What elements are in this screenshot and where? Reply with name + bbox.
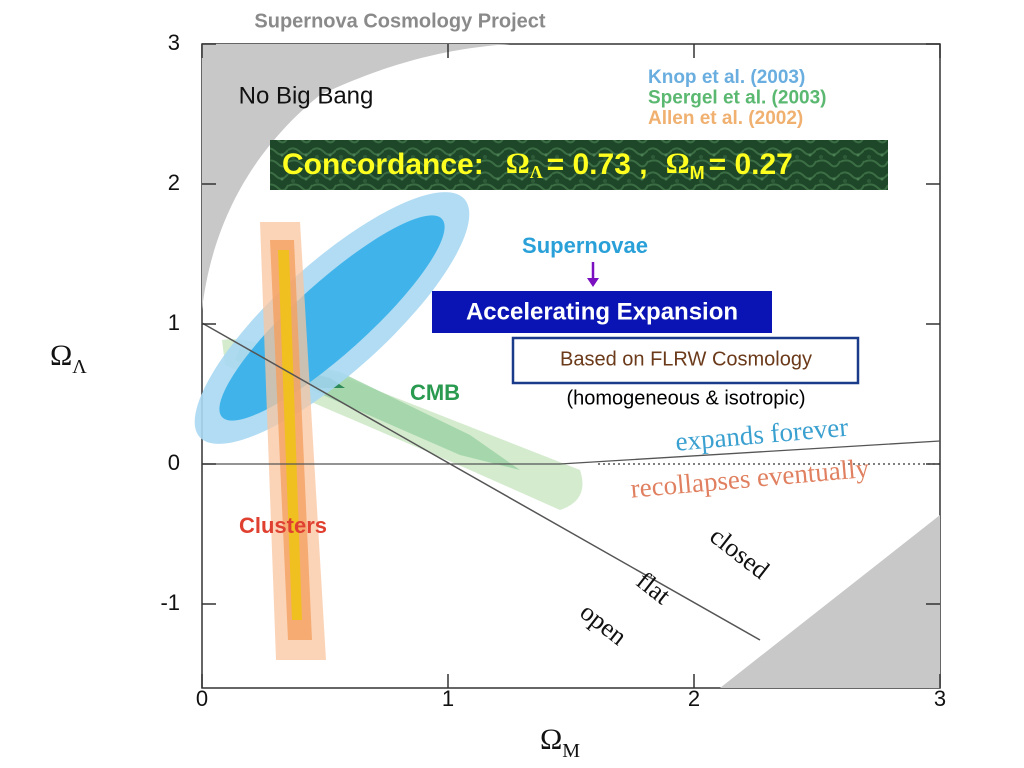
x-axis-label: ΩM	[540, 723, 580, 762]
expansion-boundary	[202, 440, 941, 465]
grey-region	[720, 515, 940, 688]
subscript: M	[690, 163, 705, 183]
y-tick-label: 3	[168, 30, 180, 55]
banner-value: = 0.73 ,	[547, 148, 648, 181]
title: Supernova Cosmology Project	[254, 10, 546, 32]
y-tick-label: 0	[168, 450, 180, 475]
flrw-box	[511, 336, 860, 385]
supernovae-label: Supernovae	[522, 233, 648, 258]
y-tick-label: 2	[168, 170, 180, 195]
no-big-bang-region	[202, 44, 510, 310]
region-label: No Big Bang	[239, 82, 374, 109]
legend-entry: Spergel et al. (2003)	[648, 88, 826, 109]
clusters-label: Clusters	[239, 513, 327, 538]
y-tick-label: 1	[168, 310, 180, 335]
x-tick-label: 3	[934, 686, 946, 711]
accelerating-box	[432, 291, 772, 333]
cmb-label: CMB	[410, 380, 460, 405]
legend-entry: Allen et al. (2002)	[648, 108, 803, 129]
x-tick-label: 0	[196, 686, 208, 711]
symbol: Ω	[506, 147, 530, 180]
flrw-note: (homogeneous & isotropic)	[566, 387, 805, 409]
clusters-contour	[278, 250, 302, 620]
accelerating-label: Accelerating Expansion	[466, 298, 738, 325]
symbol: Ω	[50, 339, 72, 372]
banner-value: = 0.27	[709, 148, 793, 181]
y-tick-label: -1	[160, 590, 180, 615]
symbol: Ω	[540, 723, 562, 756]
x-tick-label: 2	[688, 686, 700, 711]
banner-lead: Concordance:	[282, 148, 484, 181]
banner-box	[270, 140, 888, 190]
subscript: Λ	[530, 162, 543, 182]
x-tick-label: 1	[442, 686, 454, 711]
arrow-head	[587, 278, 599, 287]
y-axis-label: ΩΛ	[50, 339, 87, 378]
flrw-label: Based on FLRW Cosmology	[560, 348, 812, 370]
symbol: Ω	[666, 147, 690, 180]
subscript: M	[562, 740, 580, 762]
banner-text: Concordance: ΩΛ = 0.73 , ΩM = 0.27	[282, 147, 793, 183]
legend: Knop et al. (2003)Spergel et al. (2003)A…	[648, 67, 826, 129]
subscript: Λ	[72, 356, 87, 378]
flat-line	[201, 322, 761, 641]
legend-entry: Knop et al. (2003)	[648, 67, 805, 88]
